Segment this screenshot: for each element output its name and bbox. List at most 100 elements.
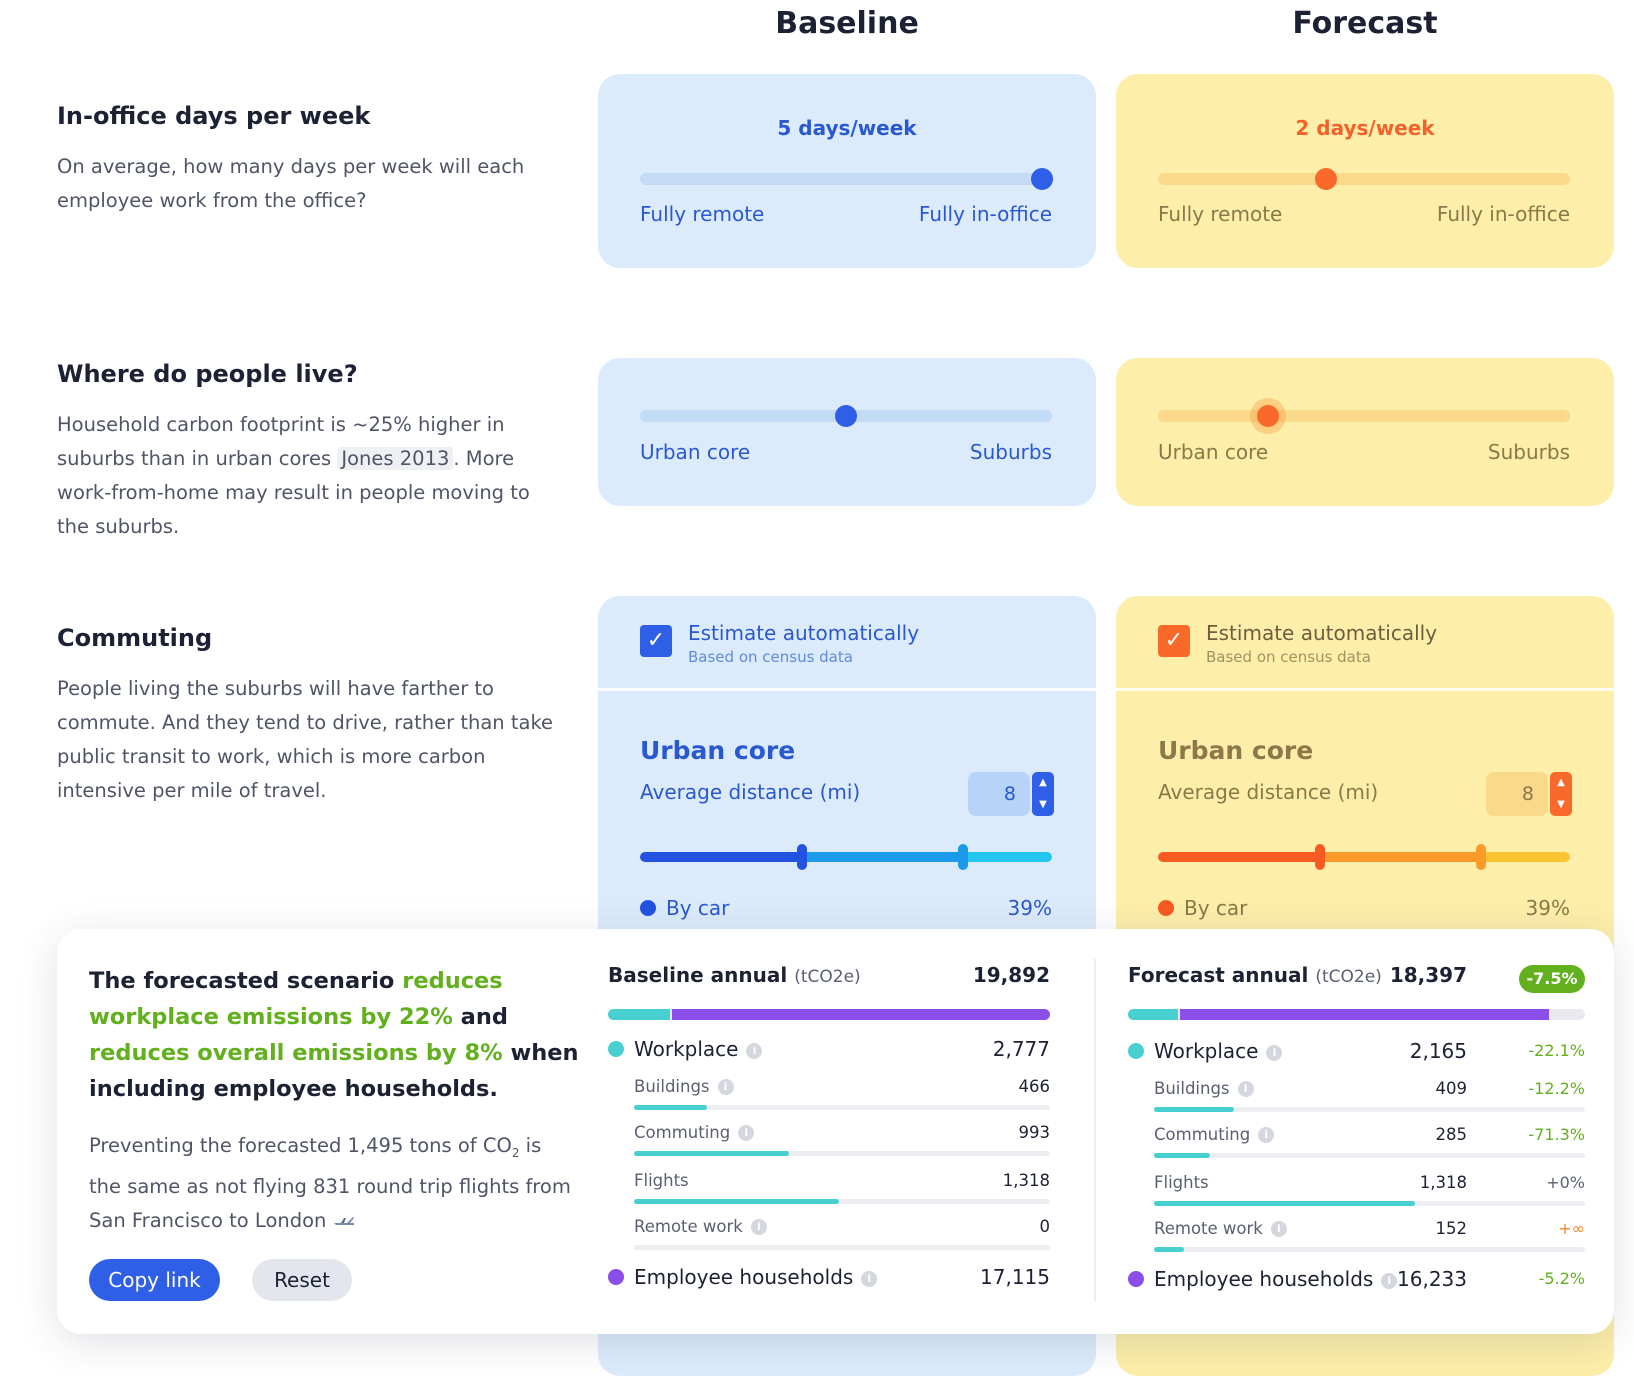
estimate-auto-label-forecast[interactable]: Estimate automatically	[1206, 621, 1438, 645]
info-icon[interactable]: i	[1237, 1081, 1254, 1097]
live-section-description: Household carbon footprint is ~25% highe…	[57, 408, 557, 544]
headline-text: The forecasted scenario	[89, 968, 403, 994]
office-days-slider-knob-forecast[interactable]	[1315, 168, 1337, 190]
live-slider-track-forecast[interactable]	[1158, 410, 1570, 422]
info-icon[interactable]: i	[861, 1271, 878, 1287]
estimate-auto-sub-forecast: Based on census data	[1206, 648, 1371, 666]
forecast-buildings-value: 409	[1435, 1079, 1468, 1098]
info-icon[interactable]: i	[1381, 1273, 1398, 1289]
estimate-auto-label-baseline[interactable]: Estimate automatically	[688, 621, 920, 645]
office-days-slider-knob-baseline[interactable]	[1031, 168, 1053, 190]
zone-title-forecast: Urban core	[1158, 736, 1314, 765]
workplace-label-text: Workplace	[1154, 1039, 1259, 1063]
chevron-up-icon[interactable]: ▲	[1039, 777, 1047, 788]
distance-input-baseline[interactable]: 8	[968, 772, 1030, 816]
office-min-label-forecast: Fully remote	[1158, 202, 1283, 226]
info-icon[interactable]: i	[717, 1079, 734, 1095]
baseline-remote-track	[634, 1245, 1050, 1250]
forecast-households-delta: -5.2%	[1538, 1269, 1585, 1288]
mode-handle-2-forecast[interactable]	[1476, 844, 1486, 870]
chevron-down-icon[interactable]: ▼	[1557, 799, 1565, 810]
baseline-commuting-label: Commuting i	[634, 1123, 755, 1142]
info-icon[interactable]: i	[1266, 1045, 1283, 1061]
distance-label-forecast: Average distance (mi)	[1158, 780, 1379, 804]
car-dot-icon	[640, 900, 656, 916]
households-dot-icon	[1128, 1271, 1144, 1287]
forecast-annual-total: 18,397	[1389, 963, 1467, 987]
airplane-icon	[333, 1211, 355, 1225]
baseline-commuting-value: 993	[1018, 1123, 1051, 1142]
live-min-label-baseline: Urban core	[640, 440, 751, 464]
baseline-bar-workplace	[608, 1009, 670, 1020]
baseline-flights-value: 1,318	[1002, 1171, 1050, 1190]
distance-input-forecast[interactable]: 8	[1486, 772, 1548, 816]
mode-handle-2-baseline[interactable]	[958, 844, 968, 870]
distance-stepper-forecast[interactable]: ▲ ▼	[1550, 772, 1572, 816]
estimate-auto-sub-baseline: Based on census data	[688, 648, 853, 666]
baseline-commuting-track	[634, 1151, 1050, 1156]
live-desc-text-end: . More work-from-home may result in peop…	[57, 447, 530, 538]
mode-handle-1-baseline[interactable]	[797, 844, 807, 870]
mode-pct-baseline: 39%	[1007, 896, 1052, 920]
forecast-change-badge: -7.5%	[1519, 965, 1585, 993]
live-max-label-forecast: Suburbs	[1487, 440, 1570, 464]
forecast-buildings-fill	[1154, 1107, 1234, 1112]
distance-stepper-baseline[interactable]: ▲ ▼	[1032, 772, 1054, 816]
checkmark-icon[interactable]: ✓	[1158, 625, 1190, 657]
mode-label-forecast: By car	[1184, 896, 1248, 920]
info-icon[interactable]: i	[1270, 1221, 1287, 1237]
live-section-title: Where do people live?	[57, 360, 358, 388]
office-max-label-baseline: Fully in-office	[918, 202, 1052, 226]
summary-panel: The forecasted scenario reduces workplac…	[57, 929, 1614, 1334]
commute-section-description: People living the suburbs will have fart…	[57, 677, 554, 802]
info-icon[interactable]: i	[750, 1219, 767, 1235]
chevron-down-icon[interactable]: ▼	[1039, 799, 1047, 810]
live-min-label-forecast: Urban core	[1158, 440, 1269, 464]
info-icon[interactable]: i	[738, 1125, 755, 1141]
baseline-flights-fill	[634, 1199, 839, 1204]
mode-handle-1-forecast[interactable]	[1315, 844, 1325, 870]
live-slider-knob-forecast[interactable]	[1257, 405, 1279, 427]
checkmark-icon[interactable]: ✓	[640, 625, 672, 657]
office-days-slider-track-baseline[interactable]	[640, 173, 1052, 185]
office-days-card-baseline: 5 days/week Fully remote Fully in-office	[598, 74, 1096, 268]
live-card-forecast: Urban core Suburbs	[1116, 358, 1614, 506]
forecast-buildings-delta: -12.2%	[1528, 1079, 1585, 1098]
headline-highlight-overall: reduces overall emissions by 8%	[89, 1040, 503, 1066]
reset-button[interactable]: Reset	[252, 1259, 352, 1301]
forecast-annual-label: Forecast annual	[1128, 963, 1309, 987]
info-icon[interactable]: i	[746, 1043, 763, 1059]
forecast-commuting-value: 285	[1435, 1125, 1468, 1144]
baseline-workplace-value: 2,777	[992, 1037, 1050, 1061]
summary-headline: The forecasted scenario reduces workplac…	[89, 963, 579, 1107]
headline-text: when including employee households.	[89, 1040, 579, 1102]
mode-bar-transit-baseline	[797, 852, 963, 862]
office-days-value-baseline: 5 days/week	[777, 116, 917, 140]
households-dot-icon	[608, 1269, 624, 1285]
headline-text: and	[452, 1004, 508, 1030]
equivalence-text: is the same as not flying 831 round trip…	[89, 1134, 571, 1232]
forecast-remote-track	[1154, 1247, 1585, 1252]
forecast-buildings-label: Buildings i	[1154, 1079, 1254, 1098]
baseline-buildings-fill	[634, 1105, 707, 1110]
forecast-commuting-delta: -71.3%	[1528, 1125, 1585, 1144]
chevron-up-icon[interactable]: ▲	[1557, 777, 1565, 788]
car-dot-icon	[1158, 900, 1174, 916]
baseline-remote-label: Remote work i	[634, 1217, 767, 1236]
commute-section-title: Commuting	[57, 624, 213, 652]
office-min-label-baseline: Fully remote	[640, 202, 765, 226]
live-max-label-baseline: Suburbs	[969, 440, 1052, 464]
forecast-remote-delta: +∞	[1558, 1219, 1585, 1238]
live-slider-knob-baseline[interactable]	[835, 405, 857, 427]
citation-link[interactable]: Jones 2013	[337, 447, 454, 470]
office-days-slider-track-forecast[interactable]	[1158, 173, 1570, 185]
forecast-annual-unit: (tCO2e)	[1315, 967, 1382, 987]
forecast-remote-value: 152	[1435, 1219, 1468, 1238]
mode-label-baseline: By car	[666, 896, 730, 920]
baseline-remote-value: 0	[1039, 1217, 1051, 1236]
live-card-baseline: Urban core Suburbs	[598, 358, 1096, 506]
baseline-workplace-label: Workplace i	[634, 1037, 763, 1061]
co2-subscript: 2	[511, 1145, 520, 1160]
copy-link-button[interactable]: Copy link	[89, 1259, 220, 1301]
info-icon[interactable]: i	[1258, 1127, 1275, 1143]
